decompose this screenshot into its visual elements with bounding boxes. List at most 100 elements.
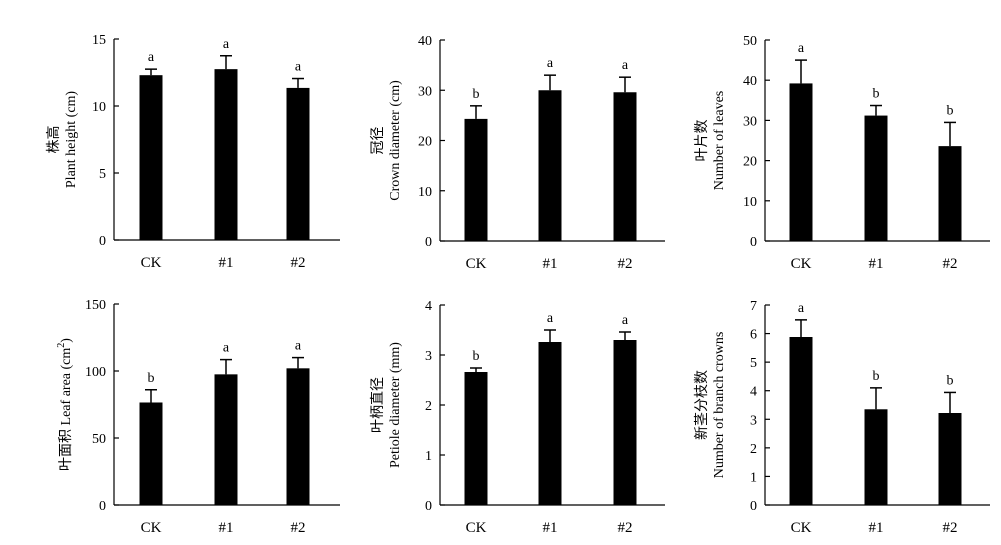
y-tick-label: 50 xyxy=(743,34,757,49)
y-tick-label: 100 xyxy=(85,365,106,380)
y-tick-label: 6 xyxy=(750,328,757,343)
x-tick-label: #2 xyxy=(291,255,306,271)
significance-letter: a xyxy=(622,58,629,73)
bar xyxy=(464,118,488,241)
y-axis-label: 叶面积 Leaf area (cm2) xyxy=(56,338,74,471)
bar xyxy=(139,75,163,241)
significance-letter: a xyxy=(223,37,230,52)
x-tick-label: #1 xyxy=(219,255,234,271)
significance-letter: a xyxy=(622,313,629,328)
y-tick-label: 10 xyxy=(743,195,757,210)
bar xyxy=(214,69,238,241)
significance-letter: b xyxy=(873,369,880,384)
chart-panel-2: 0 10 20 30 40 b CK a #1 a #2 冠径 Crown diameter (cm) xyxy=(370,34,665,272)
y-tick-label: 15 xyxy=(92,33,106,48)
chart-panel-1: 0 5 10 15 a CK a #1 a #2 株高 Plant height (cm) xyxy=(45,33,340,271)
y-tick-label: 30 xyxy=(743,114,757,129)
bar xyxy=(538,90,562,241)
y-tick-label: 2 xyxy=(750,442,757,457)
y-tick-label: 40 xyxy=(743,74,757,89)
bar xyxy=(789,337,813,505)
y-tick-label: 0 xyxy=(99,499,106,514)
y-tick-label: 10 xyxy=(418,185,432,200)
x-tick-label: CK xyxy=(141,255,162,271)
significance-letter: a xyxy=(295,339,302,354)
chart-panel-3: 0 10 20 30 40 50 a CK b #1 b #2 叶片数 Number of leaves xyxy=(694,34,990,272)
bar xyxy=(139,402,163,505)
significance-letter: b xyxy=(947,373,954,388)
y-tick-label: 0 xyxy=(99,234,106,249)
significance-letter: b xyxy=(873,87,880,102)
x-tick-label: #2 xyxy=(291,520,306,536)
y-axis-label-en: Crown diameter (cm) xyxy=(388,80,403,201)
x-tick-label: #2 xyxy=(943,256,958,272)
y-tick-label: 4 xyxy=(750,385,757,400)
chart-panel-6: 0 1 2 3 4 5 6 7 a CK b #1 b #2 新茎分枝数 Number of branch c… xyxy=(694,299,990,536)
y-axis-label-en: Plant height (cm) xyxy=(64,91,79,189)
bar xyxy=(286,87,310,240)
y-tick-label: 1 xyxy=(750,470,757,485)
bar xyxy=(286,368,310,505)
x-tick-label: #2 xyxy=(943,520,958,536)
y-tick-label: 3 xyxy=(750,413,757,428)
y-tick-label: 0 xyxy=(425,235,432,250)
y-tick-label: 10 xyxy=(92,100,106,115)
significance-letter: b xyxy=(473,349,480,364)
bar xyxy=(864,115,888,241)
bar xyxy=(938,413,962,505)
significance-letter: a xyxy=(223,341,230,356)
y-tick-label: 20 xyxy=(418,135,432,150)
x-tick-label: #1 xyxy=(869,520,884,536)
y-tick-label: 4 xyxy=(425,299,432,314)
significance-letter: a xyxy=(547,56,554,71)
x-tick-label: CK xyxy=(791,520,812,536)
y-axis-label-cn: 叶片数 xyxy=(694,120,710,162)
bar xyxy=(864,409,888,505)
x-tick-label: #1 xyxy=(543,256,558,272)
y-tick-label: 1 xyxy=(425,449,432,464)
chart-panel-5: 0 1 2 3 4 b CK a #1 a #2 叶柄直径 Petiole diameter (mm) xyxy=(369,299,665,536)
y-tick-label: 20 xyxy=(743,155,757,170)
significance-letter: a xyxy=(798,41,805,56)
y-tick-label: 7 xyxy=(750,299,757,314)
bar xyxy=(464,372,488,505)
x-tick-label: #1 xyxy=(543,520,558,536)
bar xyxy=(938,146,962,241)
bar xyxy=(538,342,562,505)
bar xyxy=(789,83,813,241)
y-tick-label: 2 xyxy=(425,399,432,414)
y-axis-label-en: Petiole diameter (mm) xyxy=(388,342,403,468)
significance-letter: b xyxy=(947,103,954,118)
y-axis-label-cn: 新茎分枝数 xyxy=(694,370,710,440)
y-axis-label-cn: 冠径 xyxy=(370,127,386,155)
y-tick-label: 5 xyxy=(750,356,757,371)
x-tick-label: CK xyxy=(466,520,487,536)
y-tick-label: 0 xyxy=(425,499,432,514)
significance-letter: a xyxy=(798,301,805,316)
y-tick-label: 40 xyxy=(418,34,432,49)
y-axis-label-cn: 叶柄直径 xyxy=(369,377,386,433)
chart-panel-4: 0 50 100 150 b CK a #1 a #2 叶面积 Leaf area (cm2) xyxy=(56,298,340,536)
x-tick-label: #2 xyxy=(618,520,633,536)
significance-letter: a xyxy=(547,311,554,326)
x-tick-label: #1 xyxy=(869,256,884,272)
significance-letter: a xyxy=(148,50,155,65)
x-tick-label: CK xyxy=(141,520,162,536)
bar xyxy=(613,92,637,241)
y-axis-label-en: Number of branch crowns xyxy=(712,332,727,479)
y-axis-label-en: Number of leaves xyxy=(712,91,727,191)
y-tick-label: 50 xyxy=(92,432,106,447)
y-tick-label: 30 xyxy=(418,84,432,99)
x-tick-label: #2 xyxy=(618,256,633,272)
y-axis-label-cn: 株高 xyxy=(45,126,62,154)
bar xyxy=(214,374,238,505)
x-tick-label: CK xyxy=(466,256,487,272)
y-tick-label: 150 xyxy=(85,298,106,313)
significance-letter: b xyxy=(473,87,480,102)
y-tick-label: 0 xyxy=(750,499,757,514)
bar xyxy=(613,340,637,505)
significance-letter: b xyxy=(148,371,155,386)
significance-letter: a xyxy=(295,60,302,75)
y-tick-label: 5 xyxy=(99,167,106,182)
